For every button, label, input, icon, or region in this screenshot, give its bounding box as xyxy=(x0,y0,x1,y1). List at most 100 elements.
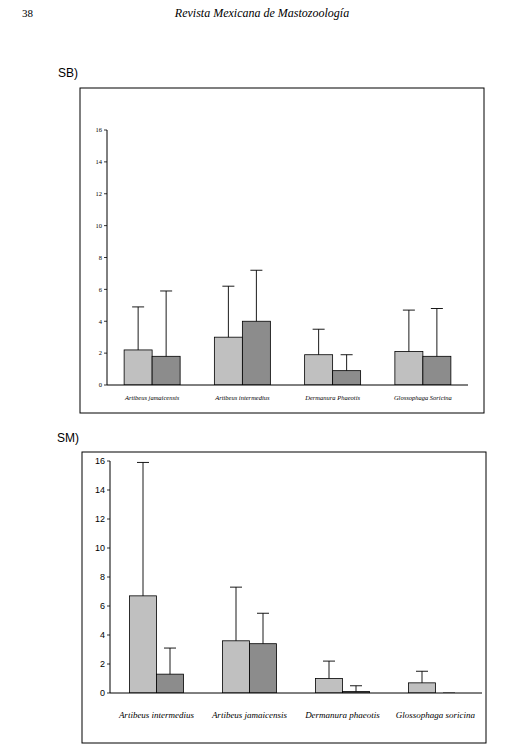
y-tick-label: 8 xyxy=(100,572,105,582)
x-axis xyxy=(107,385,468,386)
error-cap xyxy=(160,290,172,291)
page-number: 38 xyxy=(22,7,34,19)
bar xyxy=(305,355,333,385)
error-line xyxy=(329,661,330,678)
panel-label: SB) xyxy=(58,66,78,80)
bar xyxy=(423,356,451,385)
panel-frame xyxy=(80,88,484,413)
error-line xyxy=(422,671,423,683)
y-tick-label: 16 xyxy=(95,456,105,466)
bar xyxy=(223,641,250,693)
error-line xyxy=(318,329,319,355)
panel-label: SM) xyxy=(57,431,79,445)
error-cap xyxy=(250,270,262,271)
y-tick-label: 4 xyxy=(99,318,103,325)
bar xyxy=(130,596,157,693)
journal-title: Revista Mexicana de Mastozoología xyxy=(174,6,349,20)
bar xyxy=(214,337,242,385)
error-bar xyxy=(323,661,335,678)
error-cap xyxy=(230,587,242,588)
x-tick-label: Glossophaga soricina xyxy=(396,710,476,720)
y-tick-label: 6 xyxy=(99,286,103,293)
y-tick-label: 4 xyxy=(100,630,105,640)
bar xyxy=(409,683,436,693)
error-cap xyxy=(222,286,234,287)
error-bar xyxy=(137,462,149,595)
error-line xyxy=(138,307,139,350)
error-line xyxy=(143,462,144,595)
panel-frame xyxy=(82,452,486,743)
error-bar xyxy=(341,355,353,371)
error-line xyxy=(263,613,264,643)
error-bar xyxy=(257,613,269,643)
x-axis xyxy=(110,693,482,694)
bar xyxy=(333,371,361,385)
y-axis xyxy=(107,130,108,385)
error-cap xyxy=(416,671,428,672)
error-cap xyxy=(257,613,269,614)
y-tick-label: 0 xyxy=(99,381,102,388)
error-line xyxy=(228,286,229,337)
y-tick-label: 16 xyxy=(96,126,103,133)
error-bar xyxy=(132,307,144,350)
x-tick-label: Dermanura Phaeotis xyxy=(304,394,360,401)
x-tick-label: Artibeus intermedius xyxy=(214,394,270,401)
y-tick-label: 2 xyxy=(100,659,105,669)
y-tick-label: 12 xyxy=(95,514,105,524)
y-tick-label: 0 xyxy=(100,688,105,698)
error-cap xyxy=(323,661,335,662)
plot-area xyxy=(130,462,456,693)
error-line xyxy=(356,686,357,692)
x-tick-label: Artibeus jamaicensis xyxy=(124,394,180,401)
bar xyxy=(395,352,423,385)
bar xyxy=(242,321,270,385)
y-tick-label: 14 xyxy=(95,485,105,495)
error-cap xyxy=(350,685,362,686)
x-tick-label: Artibeus intermedius xyxy=(118,710,195,720)
bar xyxy=(157,674,184,693)
chart-panel: SM) 0 2 4 6 8 10 12 14 16 Artibeus intermedius Arti… xyxy=(57,431,486,743)
chart-panel: SB) 0 2 4 6 8 10 12 14 16 Artibeus jamaicensis Arti… xyxy=(58,66,484,413)
x-tick-label: Artibeus jamaicensis xyxy=(211,710,288,720)
y-tick-label: 10 xyxy=(96,222,103,229)
x-tick-label: Dermanura phaeotis xyxy=(304,710,380,720)
error-line xyxy=(236,587,237,641)
error-cap xyxy=(137,462,149,463)
y-tick-label: 6 xyxy=(100,601,105,611)
error-cap xyxy=(403,310,415,311)
y-tick-label: 8 xyxy=(99,254,102,261)
bar xyxy=(152,356,180,385)
error-cap xyxy=(132,306,144,307)
error-bar xyxy=(230,587,242,641)
error-cap xyxy=(313,329,325,330)
y-axis xyxy=(110,461,111,693)
error-line xyxy=(256,270,257,321)
error-bar xyxy=(222,286,234,337)
error-line xyxy=(346,355,347,371)
y-tick-label: 2 xyxy=(99,349,102,356)
error-cap xyxy=(341,354,353,355)
error-line xyxy=(166,291,167,356)
plot-area xyxy=(124,270,451,385)
y-tick-label: 12 xyxy=(96,190,103,197)
y-tick-label: 10 xyxy=(95,543,105,553)
error-line xyxy=(408,310,409,351)
bar xyxy=(316,679,343,694)
error-line xyxy=(436,309,437,357)
error-bar xyxy=(250,270,262,321)
error-bar xyxy=(313,329,325,355)
x-tick-label: Glossophaga Soricina xyxy=(394,394,452,401)
bar xyxy=(124,350,152,385)
error-bar xyxy=(164,648,176,674)
error-cap xyxy=(431,308,443,309)
error-line xyxy=(170,648,171,674)
page: 38 Revista Mexicana de Mastozoología SB) 0 2… xyxy=(0,0,505,748)
y-tick-label: 14 xyxy=(96,158,103,165)
error-bar xyxy=(160,291,172,356)
error-bar xyxy=(416,671,428,683)
error-bar xyxy=(403,310,415,351)
error-bar xyxy=(350,686,362,692)
bar xyxy=(250,644,277,693)
error-cap xyxy=(164,648,176,649)
error-bar xyxy=(431,309,443,357)
